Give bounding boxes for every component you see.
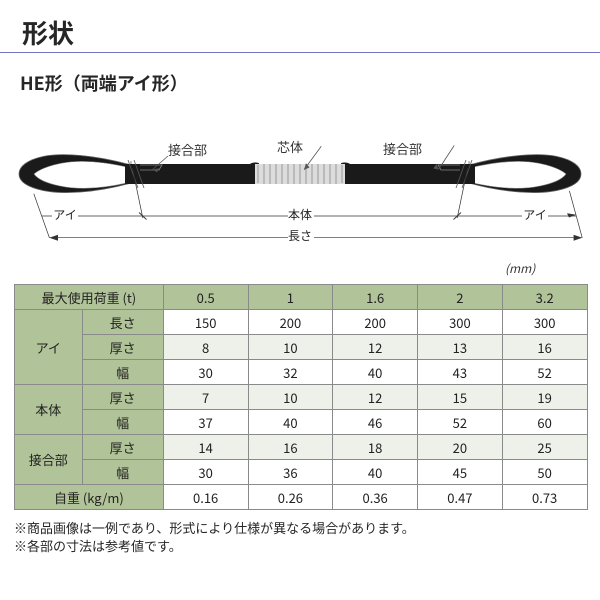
svg-text:長さ: 長さ xyxy=(288,227,312,244)
svg-text:接合部: 接合部 xyxy=(383,139,422,158)
svg-text:芯体: 芯体 xyxy=(277,137,303,156)
svg-text:本体: 本体 xyxy=(288,206,312,223)
svg-text:接合部: 接合部 xyxy=(168,140,207,159)
svg-text:アイ: アイ xyxy=(523,206,546,223)
svg-text:アイ: アイ xyxy=(53,206,76,223)
